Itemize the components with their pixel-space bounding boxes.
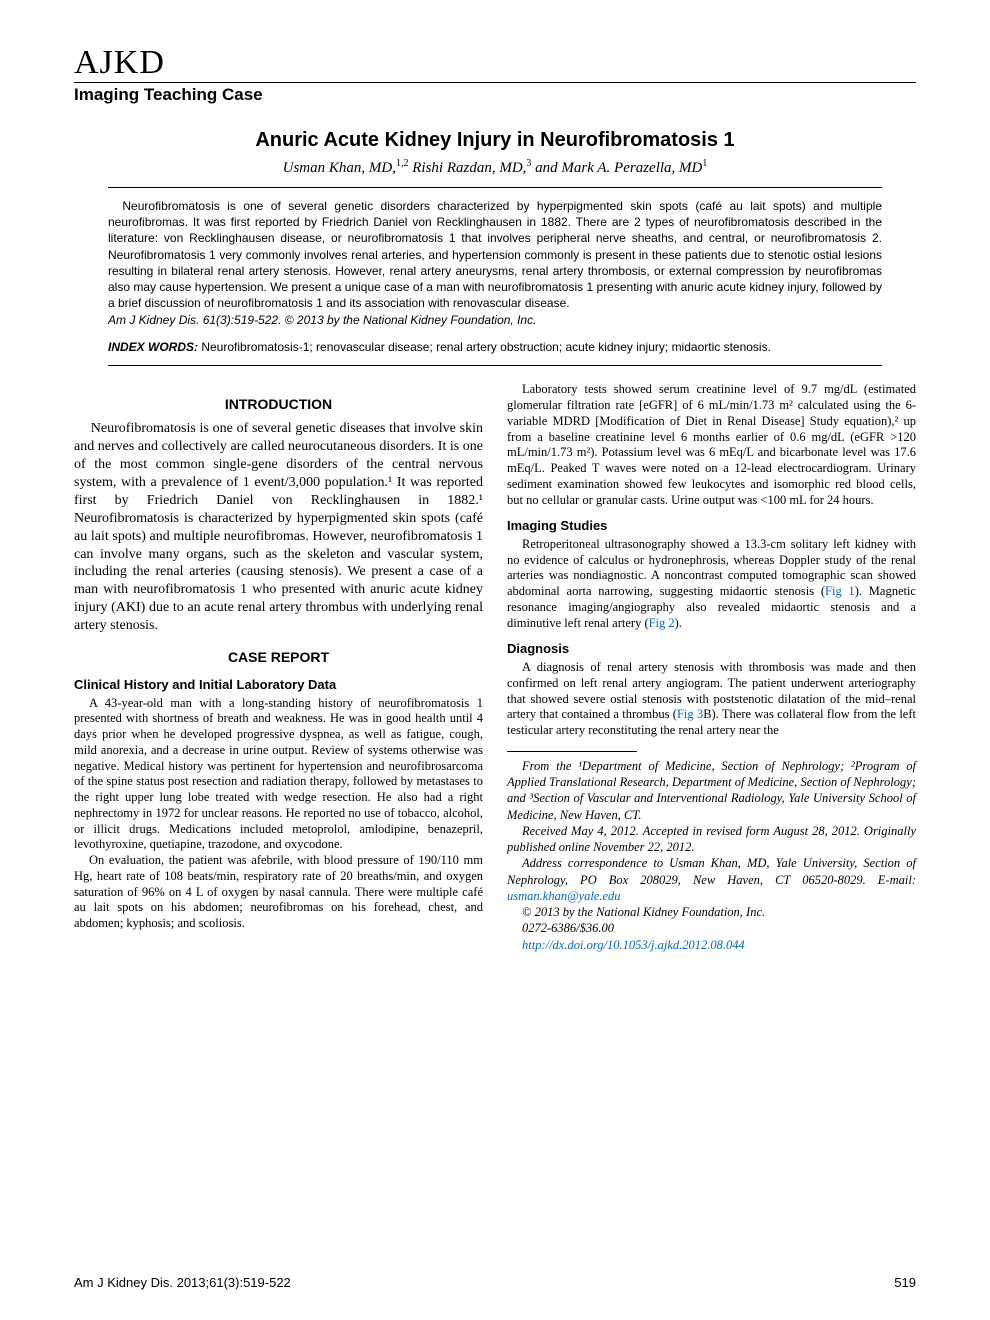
abstract-top-rule: [108, 187, 882, 188]
affiliation-from: From the ¹Department of Medicine, Sectio…: [507, 758, 916, 823]
affiliation-address: Address correspondence to Usman Khan, MD…: [507, 855, 916, 904]
journal-logo: AJKD: [74, 46, 916, 80]
article-title: Anuric Acute Kidney Injury in Neurofibro…: [74, 129, 916, 152]
footer-page-number: 519: [894, 1275, 916, 1290]
fig3-link[interactable]: Fig 3: [677, 707, 703, 721]
heading-diagnosis: Diagnosis: [507, 641, 916, 658]
diagnosis-p1: A diagnosis of renal artery stenosis wit…: [507, 660, 916, 739]
fig2-link[interactable]: Fig 2: [649, 616, 675, 630]
page-footer: Am J Kidney Dis. 2013;61(3):519-522 519: [74, 1275, 916, 1290]
fig1-link[interactable]: Fig 1: [825, 584, 855, 598]
authors-line: Usman Khan, MD,1,2 Rishi Razdan, MD,3 an…: [74, 158, 916, 177]
doi-link[interactable]: http://dx.doi.org/10.1053/j.ajkd.2012.08…: [522, 938, 745, 952]
intro-paragraph: Neurofibromatosis is one of several gene…: [74, 420, 483, 635]
index-words-label: INDEX WORDS:: [108, 340, 198, 354]
imaging-p1-c: ).: [675, 616, 682, 630]
heading-imaging-studies: Imaging Studies: [507, 518, 916, 535]
imaging-p1: Retroperitoneal ultrasonography showed a…: [507, 537, 916, 632]
affiliation-issn: 0272-6386/$36.00: [507, 920, 916, 936]
affiliation-block: From the ¹Department of Medicine, Sectio…: [507, 758, 916, 953]
heading-clinical-history: Clinical History and Initial Laboratory …: [74, 677, 483, 694]
clinical-p2: On evaluation, the patient was afebrile,…: [74, 853, 483, 932]
logo-underline: [74, 82, 916, 83]
abstract-text: Neurofibromatosis is one of several gene…: [108, 198, 882, 311]
affiliation-copyright: © 2013 by the National Kidney Foundation…: [507, 904, 916, 920]
section-label: Imaging Teaching Case: [74, 85, 916, 105]
affiliation-received: Received May 4, 2012. Accepted in revise…: [507, 823, 916, 856]
index-words: INDEX WORDS: Neurofibromatosis-1; renova…: [108, 339, 882, 356]
index-words-text: Neurofibromatosis-1; renovascular diseas…: [201, 340, 771, 354]
clinical-p3: Laboratory tests showed serum creatinine…: [507, 382, 916, 508]
affil-email-link[interactable]: usman.khan@yale.edu: [507, 889, 621, 903]
affiliation-doi: http://dx.doi.org/10.1053/j.ajkd.2012.08…: [507, 937, 916, 953]
footer-citation: Am J Kidney Dis. 2013;61(3):519-522: [74, 1275, 291, 1290]
abstract-citation: Am J Kidney Dis. 61(3):519-522. © 2013 b…: [108, 312, 882, 328]
heading-case-report: CASE REPORT: [74, 649, 483, 667]
clinical-p1: A 43-year-old man with a long-standing h…: [74, 696, 483, 854]
abstract-bottom-rule: [108, 365, 882, 366]
body-columns: INTRODUCTION Neurofibromatosis is one of…: [74, 382, 916, 953]
heading-introduction: INTRODUCTION: [74, 396, 483, 414]
affil-address-text: Address correspondence to Usman Khan, MD…: [507, 856, 916, 886]
affiliation-rule: [507, 751, 637, 752]
